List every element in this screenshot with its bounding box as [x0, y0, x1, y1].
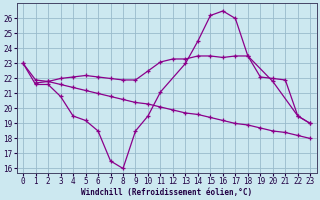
X-axis label: Windchill (Refroidissement éolien,°C): Windchill (Refroidissement éolien,°C)	[81, 188, 252, 197]
